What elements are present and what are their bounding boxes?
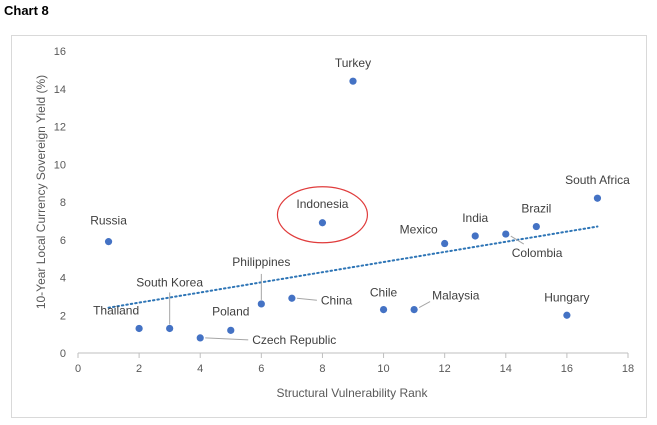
point-label-colombia: Colombia: [512, 246, 563, 260]
y-tick-label: 8: [60, 197, 66, 209]
chart-frame: [11, 35, 647, 418]
data-point-china: [288, 294, 296, 302]
y-tick-label: 10: [54, 159, 66, 171]
x-tick-label: 18: [622, 363, 634, 375]
point-label-chile: Chile: [370, 286, 398, 300]
point-label-thailand: Thailand: [93, 303, 139, 317]
data-point-mexico: [441, 239, 449, 248]
data-point-south-korea: [166, 324, 174, 333]
x-tick-label: 12: [439, 363, 451, 375]
leader-line-colombia: [510, 235, 525, 245]
data-point-czech-republic: [196, 334, 204, 342]
point-label-brazil: Brazil: [521, 202, 551, 216]
y-tick-label: 14: [54, 84, 66, 96]
leader-line-czech-republic: [205, 337, 249, 341]
point-label-hungary: Hungary: [544, 290, 589, 304]
data-point-turkey: [349, 77, 357, 85]
point-label-philippines: Philippines: [232, 255, 290, 269]
x-tick-label: 6: [258, 363, 264, 375]
point-label-south-korea: South Korea: [136, 275, 203, 289]
data-point-brazil: [532, 222, 540, 231]
point-label-india: India: [462, 211, 488, 225]
x-tick-label: 16: [561, 363, 573, 375]
leader-lines: [169, 235, 525, 341]
point-label-south-africa: South Africa: [565, 173, 630, 187]
point-label-indonesia: Indonesia: [296, 197, 348, 211]
data-point-chile: [379, 305, 388, 314]
x-tick-label: 8: [319, 363, 325, 375]
data-point-philippines: [257, 300, 265, 308]
labels-layer: Russia Thailand South Korea Czech Republic P…: [90, 56, 630, 347]
points-layer: [104, 77, 602, 342]
data-point-colombia: [502, 230, 510, 238]
data-point-russia: [104, 238, 113, 246]
trendline-layer: [107, 225, 599, 309]
leader-line-malaysia: [418, 301, 431, 309]
data-point-poland: [227, 326, 235, 334]
y-tick-label: 0: [60, 348, 66, 360]
trendline: [107, 225, 599, 309]
point-label-china: China: [321, 293, 353, 307]
x-tick-label: 4: [197, 363, 203, 375]
x-tick-label: 2: [136, 363, 142, 375]
data-point-malaysia: [410, 305, 418, 314]
y-tick-label: 4: [60, 273, 66, 285]
y-tick-label: 16: [54, 46, 66, 58]
point-label-turkey: Turkey: [335, 56, 371, 70]
x-tick-label: 10: [377, 363, 389, 375]
data-point-thailand: [135, 324, 143, 333]
y-tick-label: 12: [54, 122, 66, 134]
y-tick-label: 6: [60, 235, 66, 247]
point-label-mexico: Mexico: [400, 223, 438, 237]
data-point-south-africa: [593, 194, 602, 202]
point-label-malaysia: Malaysia: [432, 289, 480, 303]
y-tick-label: 2: [60, 310, 66, 322]
x-tick-label: 14: [500, 363, 512, 375]
highlight-ellipse: [276, 186, 369, 244]
point-label-czech-republic: Czech Republic: [252, 333, 336, 347]
x-tick-label: 0: [75, 363, 81, 375]
leader-line-china: [296, 297, 317, 301]
data-point-indonesia: [318, 219, 327, 227]
page-label: Chart 8: [4, 3, 49, 18]
y-axis-title: 10-Year Local Currency Sovereign Yield (…: [34, 75, 48, 309]
axes-layer: 0 2 4 6 8 10 12 14 16 18 0 2 4 6 8 10 12 14 16: [54, 46, 634, 375]
data-point-hungary: [563, 311, 571, 319]
x-axis-title: Structural Vulnerability Rank: [277, 386, 429, 400]
point-label-poland: Poland: [212, 304, 249, 318]
data-point-india: [471, 232, 479, 240]
point-label-russia: Russia: [90, 214, 127, 228]
